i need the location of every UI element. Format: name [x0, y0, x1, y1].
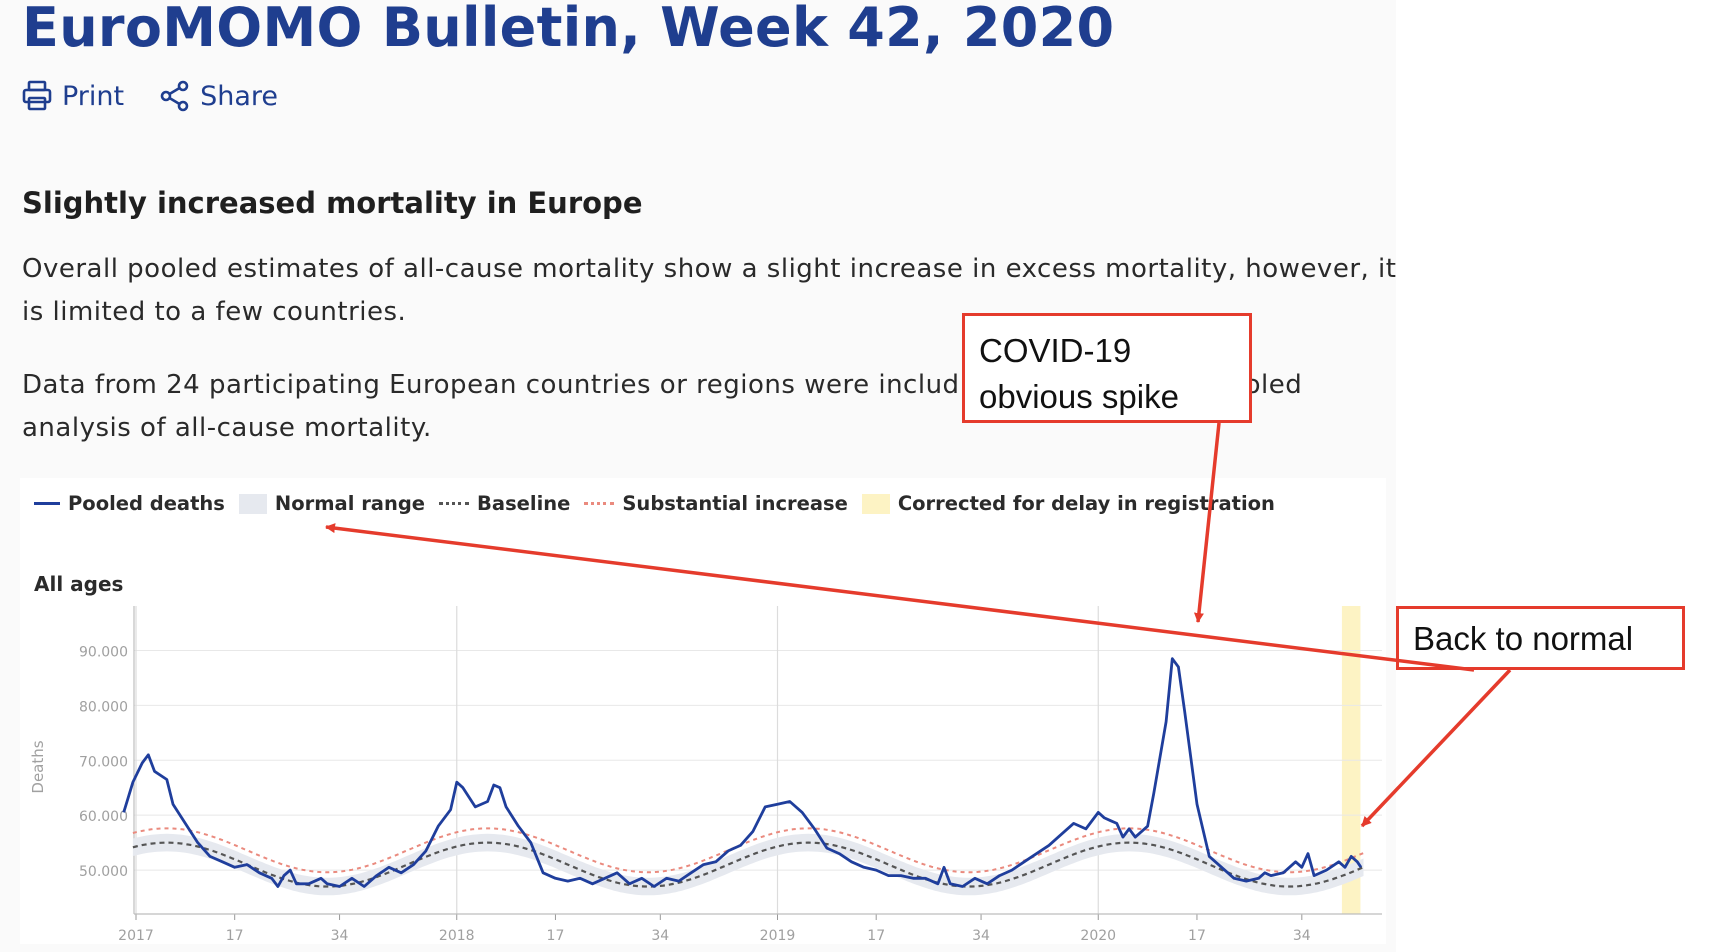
x-tick-label: 17 — [1188, 928, 1206, 944]
x-tick-label: 34 — [651, 928, 669, 944]
data-paragraph-line1: Data from 24 participating European coun… — [22, 364, 1302, 407]
legend-normal-range[interactable]: Normal range — [238, 492, 426, 515]
legend-substantial-increase[interactable]: Substantial increase — [584, 492, 848, 515]
x-tick-label: 2020 — [1080, 928, 1116, 944]
share-label: Share — [200, 80, 279, 112]
y-tick-label: 50.000 — [79, 864, 128, 880]
x-tick-label: 2017 — [118, 928, 154, 944]
legend-normal-label: Normal range — [274, 492, 426, 515]
baseline-line — [132, 841, 1364, 888]
legend-pooled-label: Pooled deaths — [68, 492, 225, 515]
substantial-increase-swatch — [584, 502, 615, 505]
chart-legend: Pooled deaths Normal range Baseline Subs… — [34, 492, 1289, 515]
x-tick-label: 17 — [547, 928, 565, 944]
back-to-normal-callout-text: Back to normal — [1413, 620, 1634, 657]
normal-range-swatch — [238, 493, 267, 514]
mortality-chart: 50.000 60.000 70.000 80.000 90.000 Deaths 2017… — [20, 478, 1386, 944]
printer-icon — [22, 80, 52, 112]
y-tick-label: 70.000 — [79, 754, 128, 770]
summary-paragraph: Overall pooled estimates of all-cause mo… — [22, 254, 1397, 327]
print-button[interactable]: Print — [22, 80, 124, 112]
x-tick-label: 2019 — [760, 928, 796, 944]
section-heading: Slightly increased mortality in Europe — [22, 186, 643, 220]
data-paragraph-part1: Data from 24 participating European coun… — [22, 370, 960, 400]
x-tick-label: 17 — [867, 928, 885, 944]
substantial-increase-line — [132, 827, 1364, 874]
chart-canvas: 50.000 60.000 70.000 80.000 90.000 Deaths 2017… — [29, 606, 1382, 944]
chart-subtitle: All ages — [34, 572, 124, 596]
x-tick-label: 2018 — [439, 928, 475, 944]
page-title: EuroMOMO Bulletin, Week 42, 2020 — [22, 0, 1115, 59]
data-paragraph-line2: analysis of all-cause mortality. — [22, 413, 432, 443]
legend-substantial-label: Substantial increase — [622, 492, 848, 515]
action-bar: Print Share — [22, 80, 278, 112]
pooled-deaths-swatch — [34, 502, 60, 505]
legend-baseline[interactable]: Baseline — [439, 492, 570, 515]
x-tick-label: 34 — [972, 928, 990, 944]
pooled-deaths-line — [122, 657, 1363, 888]
delay-correction-swatch — [861, 493, 890, 514]
y-axis-title: Deaths — [29, 740, 47, 793]
normal-range-band — [132, 833, 1364, 896]
legend-delay-label: Corrected for delay in registration — [897, 492, 1275, 515]
y-tick-label: 90.000 — [79, 644, 128, 660]
share-icon — [160, 80, 190, 112]
y-tick-label: 60.000 — [79, 809, 128, 825]
x-tick-label: 17 — [226, 928, 244, 944]
covid-spike-callout-text: COVID-19 obvious spike — [979, 332, 1179, 415]
x-tick-label: 34 — [331, 928, 349, 944]
print-label: Print — [62, 80, 125, 112]
covid-spike-callout: COVID-19 obvious spike — [962, 313, 1252, 423]
baseline-swatch — [439, 502, 470, 505]
share-button[interactable]: Share — [160, 80, 278, 112]
data-paragraph-part2: oled — [1244, 370, 1303, 400]
x-tick-label: 34 — [1293, 928, 1311, 944]
legend-baseline-label: Baseline — [477, 492, 571, 515]
legend-delay-correction[interactable]: Corrected for delay in registration — [861, 492, 1275, 515]
back-to-normal-callout: Back to normal — [1396, 606, 1685, 670]
y-tick-label: 80.000 — [79, 699, 128, 715]
legend-pooled-deaths[interactable]: Pooled deaths — [34, 492, 225, 515]
